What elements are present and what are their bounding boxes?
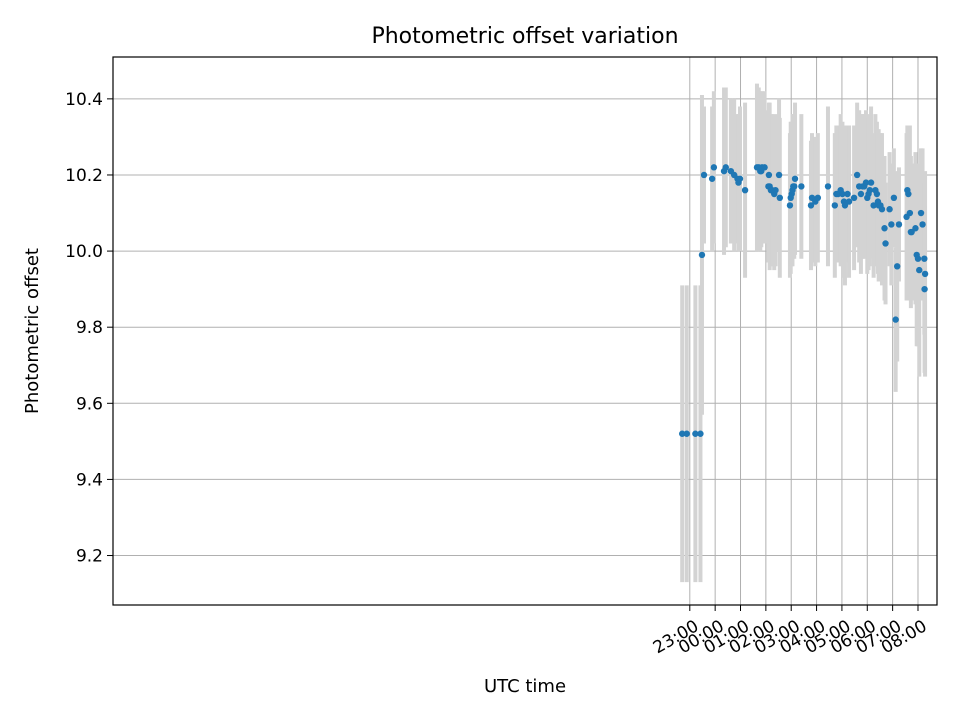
data-point xyxy=(765,171,773,179)
data-point xyxy=(683,430,690,437)
data-point xyxy=(867,179,875,186)
data-point xyxy=(873,190,881,198)
y-tick-label: 10.0 xyxy=(65,242,103,262)
data-point xyxy=(881,225,888,232)
data-point xyxy=(697,430,704,437)
data-point xyxy=(761,164,768,171)
data-point xyxy=(692,430,699,437)
data-point xyxy=(921,285,928,293)
data-point xyxy=(698,251,706,259)
data-point xyxy=(850,194,858,202)
data-point xyxy=(831,202,839,209)
data-point xyxy=(722,164,730,171)
data-point xyxy=(839,190,846,198)
data-point xyxy=(678,430,686,437)
data-point xyxy=(893,263,901,270)
data-point xyxy=(772,186,779,194)
data-point xyxy=(878,206,886,213)
data-point xyxy=(870,202,877,209)
y-tick-label: 9.4 xyxy=(76,470,103,490)
data-point xyxy=(700,171,708,179)
data-point xyxy=(905,190,912,198)
data-point xyxy=(708,175,716,182)
data-point xyxy=(798,183,805,190)
data-point xyxy=(921,270,929,278)
y-tick-label: 10.4 xyxy=(65,90,103,110)
data-point xyxy=(895,221,903,228)
data-point xyxy=(741,186,749,194)
data-point xyxy=(886,206,893,213)
data-point xyxy=(853,171,861,179)
y-tick-label: 9.6 xyxy=(76,394,103,414)
data-point xyxy=(917,209,925,217)
y-tick-label: 10.2 xyxy=(65,166,103,186)
data-point xyxy=(824,183,832,190)
data-point xyxy=(710,164,718,171)
plot-area-frame xyxy=(112,56,938,606)
data-point xyxy=(890,194,898,202)
data-point xyxy=(888,221,895,228)
data-point xyxy=(906,209,914,217)
data-point xyxy=(775,171,783,179)
data-point xyxy=(892,316,899,323)
x-axis-label: UTC time xyxy=(484,676,566,697)
data-point xyxy=(786,202,794,209)
data-point xyxy=(919,221,926,228)
data-point xyxy=(841,202,849,209)
data-point xyxy=(791,183,798,190)
y-tick-label: 9.8 xyxy=(76,318,103,338)
y-axis-label: Photometric offset xyxy=(22,248,43,414)
data-point xyxy=(914,255,922,262)
y-tick-label: 9.2 xyxy=(76,547,103,567)
data-point xyxy=(912,225,919,232)
data-point xyxy=(921,255,928,262)
data-point xyxy=(776,194,784,202)
chart-title: Photometric offset variation xyxy=(371,24,678,49)
data-point xyxy=(862,179,870,186)
data-point xyxy=(916,266,923,274)
data-point xyxy=(736,175,744,182)
data-points xyxy=(678,164,929,437)
data-point xyxy=(857,190,865,198)
data-point xyxy=(814,194,822,202)
data-point xyxy=(845,198,853,205)
data-point xyxy=(866,186,874,194)
data-point xyxy=(844,190,851,198)
data-point xyxy=(791,175,799,182)
data-point xyxy=(882,240,889,247)
data-point xyxy=(807,202,815,209)
